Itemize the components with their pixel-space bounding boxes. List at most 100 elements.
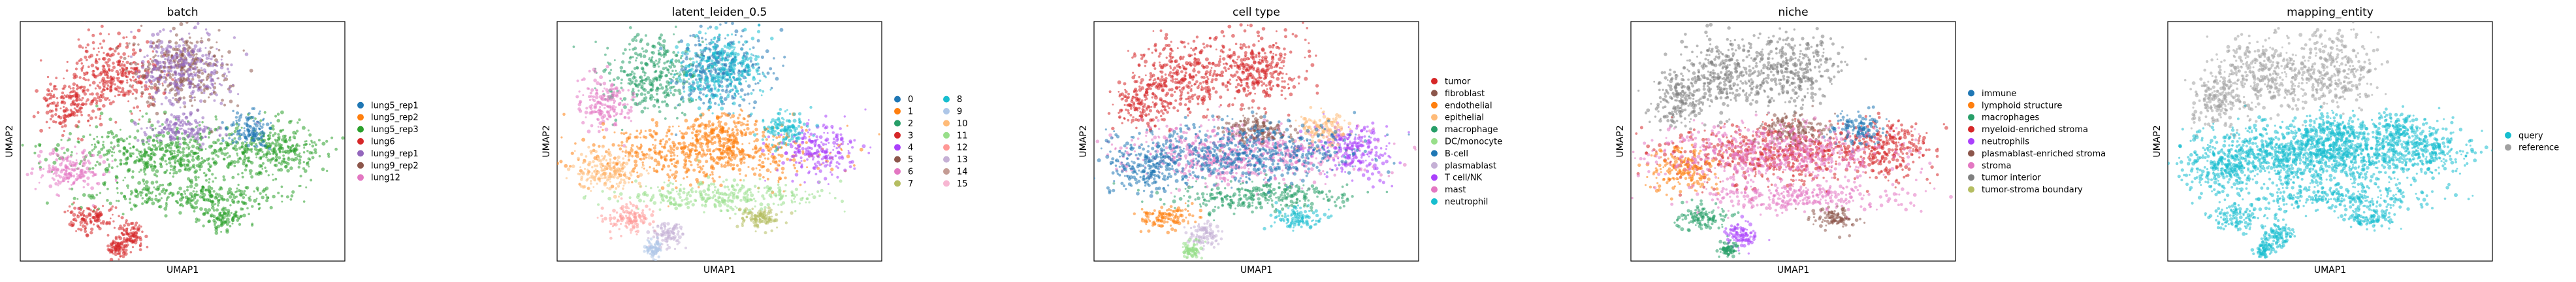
cell-point xyxy=(232,109,234,113)
cell-point xyxy=(221,55,223,58)
cell-point xyxy=(621,60,625,64)
cell-point xyxy=(266,134,269,137)
cell-point xyxy=(34,145,37,148)
cell-point xyxy=(641,47,644,50)
cell-point xyxy=(178,65,181,69)
cell-point xyxy=(689,34,692,37)
cell-point xyxy=(239,189,244,194)
cell-point xyxy=(107,68,111,71)
cell-point xyxy=(703,173,707,178)
cell-point xyxy=(223,77,226,79)
cell-point xyxy=(180,87,182,89)
cell-point xyxy=(196,60,199,63)
cell-point xyxy=(818,150,820,153)
cell-point xyxy=(225,217,230,222)
cell-point xyxy=(239,215,242,219)
cell-point xyxy=(213,149,216,152)
cell-point xyxy=(91,69,95,73)
cell-point xyxy=(305,186,308,188)
cell-point xyxy=(97,154,99,156)
cell-point xyxy=(105,61,108,64)
cell-point xyxy=(56,143,60,147)
cell-point xyxy=(263,111,266,114)
cell-point xyxy=(585,107,588,110)
cell-point xyxy=(93,137,95,141)
cell-point xyxy=(291,190,295,194)
cell-point xyxy=(187,160,191,164)
cell-point xyxy=(89,124,91,127)
cell-point xyxy=(207,73,210,75)
cell-point xyxy=(614,118,618,122)
cell-point xyxy=(69,132,72,135)
cell-point xyxy=(116,85,119,88)
cell-point xyxy=(108,202,112,205)
cell-point xyxy=(67,176,71,180)
cell-point xyxy=(244,130,246,132)
cell-point xyxy=(800,160,803,162)
panel-title: batch xyxy=(167,6,199,19)
cell-point xyxy=(709,152,712,156)
cell-point xyxy=(639,38,643,42)
cell-point xyxy=(655,92,658,96)
cell-point xyxy=(639,136,642,139)
cell-point xyxy=(630,98,633,101)
cell-point xyxy=(106,187,109,190)
cell-point xyxy=(131,152,135,155)
cell-point xyxy=(280,110,284,115)
cell-point xyxy=(139,150,143,154)
cell-point xyxy=(149,126,152,129)
cell-point xyxy=(87,65,90,69)
cell-point xyxy=(110,132,114,135)
cell-point xyxy=(103,52,105,54)
cell-point xyxy=(111,76,116,80)
cell-point xyxy=(779,27,784,32)
cell-point xyxy=(102,160,106,164)
cell-point xyxy=(165,203,168,206)
cell-point xyxy=(111,160,114,162)
cell-point xyxy=(137,122,140,125)
cell-point xyxy=(117,245,120,248)
cell-point xyxy=(781,166,785,171)
cell-point xyxy=(253,122,257,126)
cell-point xyxy=(246,122,248,124)
cell-point xyxy=(613,78,616,82)
cell-point xyxy=(237,118,241,122)
cell-point xyxy=(114,178,117,181)
cell-point xyxy=(146,126,148,130)
cell-point xyxy=(637,89,640,92)
cell-point xyxy=(765,143,767,145)
cell-point xyxy=(174,97,178,101)
cell-point xyxy=(688,57,692,61)
cell-point xyxy=(152,144,156,148)
cell-point xyxy=(213,69,217,73)
cell-point xyxy=(221,98,224,102)
cell-point xyxy=(623,103,626,106)
cell-point xyxy=(161,183,165,186)
cell-point xyxy=(178,162,183,166)
cell-point xyxy=(52,95,56,99)
cell-point xyxy=(92,47,95,50)
cell-point xyxy=(756,133,759,135)
cell-point xyxy=(581,137,586,142)
cell-point xyxy=(191,50,195,54)
cell-point xyxy=(712,150,715,153)
cell-point xyxy=(140,24,143,27)
cell-point xyxy=(60,139,63,141)
cell-point xyxy=(95,194,98,196)
cell-point xyxy=(604,103,607,107)
cell-point xyxy=(689,160,692,164)
cell-point xyxy=(752,63,754,65)
cell-point xyxy=(244,135,248,139)
cell-point xyxy=(571,164,575,168)
cell-point xyxy=(261,144,265,147)
cell-point xyxy=(593,104,598,109)
cell-point xyxy=(207,162,210,166)
cell-point xyxy=(54,120,57,124)
cell-point xyxy=(72,202,75,204)
cell-point xyxy=(168,145,170,147)
cell-point xyxy=(123,93,127,97)
cell-point xyxy=(664,117,667,120)
cell-point xyxy=(102,172,106,177)
cell-point xyxy=(653,151,656,154)
cell-point xyxy=(706,153,709,155)
